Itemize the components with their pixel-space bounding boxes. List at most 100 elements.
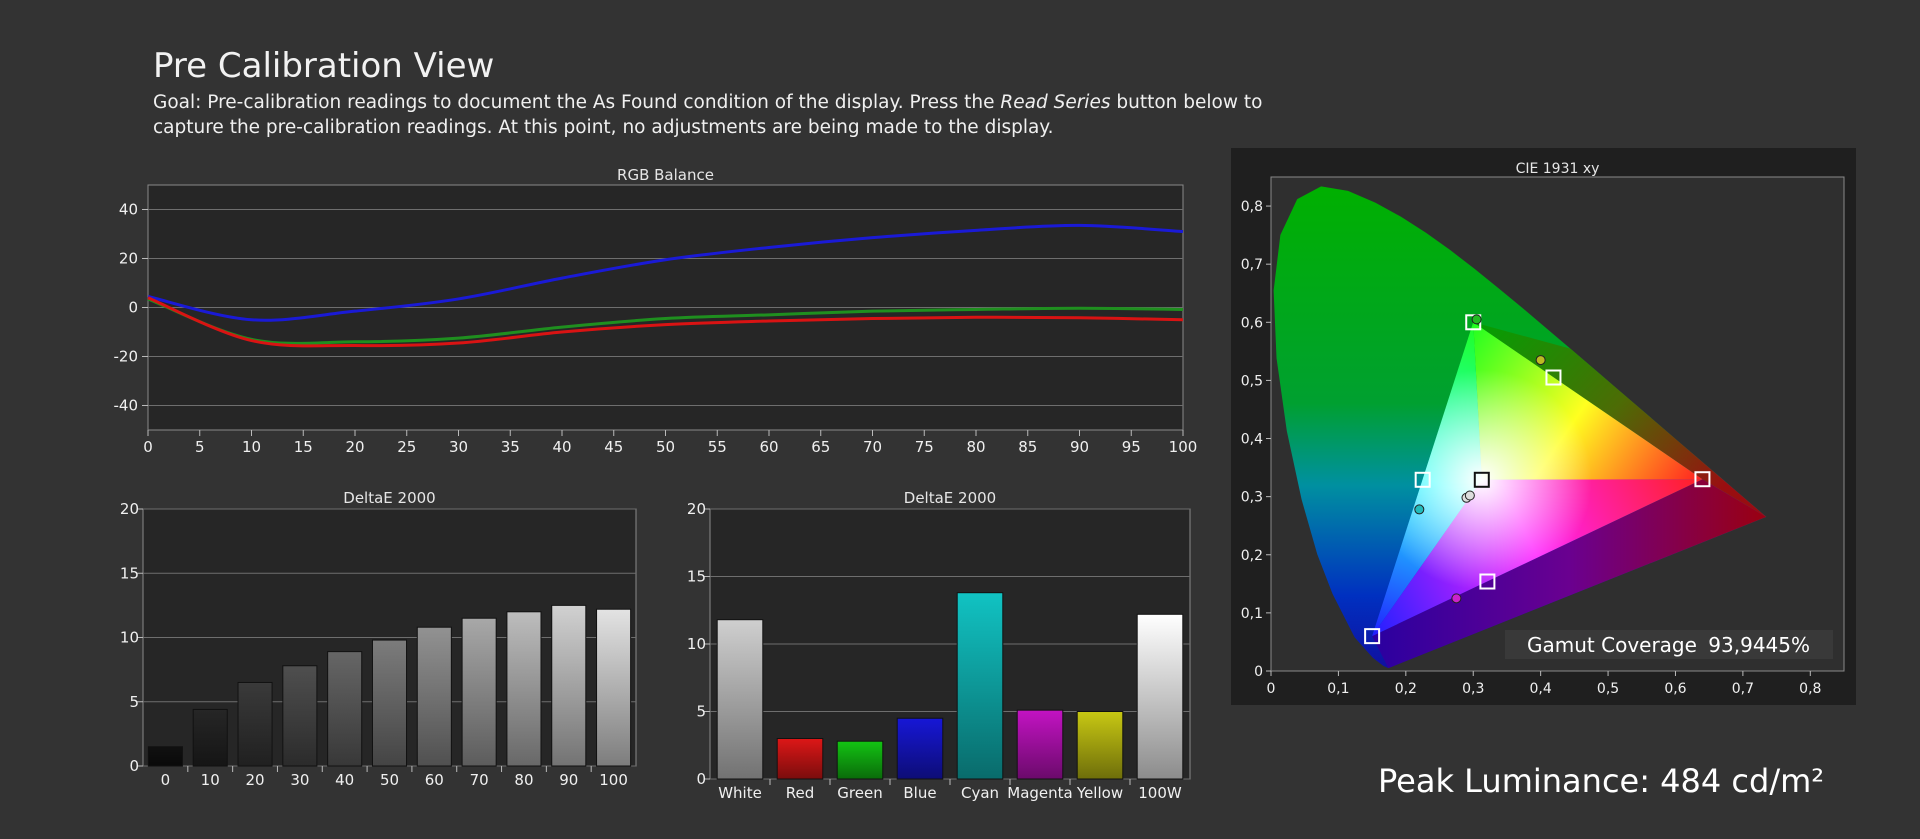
deltae_grayscale-x-tick-label: 90 xyxy=(559,771,578,789)
cie-x-tick-label: 0,6 xyxy=(1664,681,1686,697)
deltae_colors-x-tick-label: White xyxy=(718,784,762,802)
deltae_grayscale-bar-10 xyxy=(192,708,228,767)
rgb-balance-x-tick-label: 25 xyxy=(397,438,416,456)
gamut-coverage-label: Gamut Coverage xyxy=(1527,633,1697,657)
cie-target-square xyxy=(1694,471,1711,488)
cie-purple-region xyxy=(1372,479,1767,669)
cie-target-square xyxy=(1545,369,1562,386)
peak-luminance-readout: Peak Luminance: 484 cd/m² xyxy=(1378,762,1824,800)
rgb-balance-y-tick-label: 0 xyxy=(128,299,138,317)
rgb-balance-x-tick-label: 80 xyxy=(966,438,985,456)
deltae_grayscale-bar-20 xyxy=(237,681,273,767)
peak-luminance-value: 484 cd/m² xyxy=(1660,762,1825,800)
deltae_colors-bar-green xyxy=(836,740,884,780)
deltae_colors-x-tick-label: 100W xyxy=(1138,784,1182,802)
deltae_grayscale-y-tick-label: 15 xyxy=(120,564,139,582)
deltae_grayscale-bar-50 xyxy=(371,639,408,767)
deltae_grayscale-y-tick-label: 0 xyxy=(129,757,139,775)
deltae_grayscale-bar-90 xyxy=(551,604,587,767)
rgb-balance-x-tick-label: 40 xyxy=(552,438,571,456)
deltae_colors-y-tick-label: 5 xyxy=(696,703,706,721)
cie-target-square xyxy=(1479,573,1496,590)
cie-gamut-white-point-glow xyxy=(1372,322,1703,637)
cie-x-tick-label: 0 xyxy=(1267,681,1276,697)
cie-x-tick-label: 0,4 xyxy=(1530,681,1552,697)
cie-title: CIE 1931 xy xyxy=(1516,161,1600,177)
deltae_colors-bar-100w xyxy=(1136,613,1184,780)
deltae_grayscale-bar-40 xyxy=(327,651,363,767)
goal-text-suffix: button below to capture the pre-calibrat… xyxy=(153,92,1263,138)
cie-y-tick-label: 0,1 xyxy=(1241,606,1263,622)
deltae_colors-x-tick-label: Magenta xyxy=(1007,784,1072,802)
gamut-coverage-value: 93,9445% xyxy=(1708,633,1810,657)
deltae_colors-x-tick-label: Red xyxy=(786,784,815,802)
deltae_grayscale-title: DeltaE 2000 xyxy=(343,489,435,507)
deltae_colors-x-tick-label: Yellow xyxy=(1076,784,1123,802)
deltae_colors-bar-magenta xyxy=(1016,709,1064,780)
peak-luminance-label: Peak Luminance: xyxy=(1378,762,1650,800)
cie-x-tick-label: 0,3 xyxy=(1462,681,1484,697)
rgb-balance-x-tick-label: 35 xyxy=(501,438,520,456)
cie-y-tick-label: 0 xyxy=(1254,664,1263,680)
rgb-balance-y-tick-label: 40 xyxy=(119,201,138,219)
deltae_grayscale-x-tick-label: 80 xyxy=(514,771,533,789)
deltae_colors-title: DeltaE 2000 xyxy=(904,489,996,507)
deltae_grayscale-x-tick-label: 10 xyxy=(201,771,220,789)
deltae_grayscale-bar-60 xyxy=(416,626,452,767)
cie-measured-point xyxy=(1471,314,1482,325)
rgb-balance-x-tick-label: 75 xyxy=(915,438,934,456)
page-title: Pre Calibration View xyxy=(153,46,495,86)
rgb-balance-x-tick-label: 10 xyxy=(242,438,261,456)
rgb-balance-y-tick-label: -40 xyxy=(114,397,139,415)
deltae_colors-bar-red xyxy=(776,738,824,780)
deltae_grayscale-x-tick-label: 20 xyxy=(245,771,264,789)
rgb-balance-x-tick-label: 30 xyxy=(449,438,468,456)
deltae_colors-y-tick-label: 15 xyxy=(687,568,706,586)
cie-measured-point xyxy=(1414,504,1425,515)
deltae_colors-bar-blue xyxy=(896,717,944,780)
cie-measured-point xyxy=(1535,355,1546,366)
deltae_grayscale-x-tick-label: 70 xyxy=(470,771,489,789)
deltae_grayscale-y-tick-label: 20 xyxy=(120,500,139,518)
rgb-balance-title: RGB Balance xyxy=(617,166,714,184)
rgb-balance-x-tick-label: 0 xyxy=(143,438,153,456)
deltae_grayscale-bar-80 xyxy=(506,611,542,767)
read-series-emphasis: Read Series xyxy=(1000,92,1111,113)
rgb-balance-x-tick-label: 5 xyxy=(195,438,205,456)
rgb-balance-x-tick-label: 55 xyxy=(708,438,727,456)
rgb-balance-x-tick-label: 95 xyxy=(1122,438,1141,456)
cie-y-tick-label: 0,7 xyxy=(1241,257,1263,273)
cie-x-tick-label: 0,2 xyxy=(1395,681,1417,697)
cie-measured-point xyxy=(1451,593,1462,604)
deltae_grayscale-x-tick-label: 40 xyxy=(335,771,354,789)
rgb-balance-series-line-0 xyxy=(147,223,1184,322)
goal-description: Goal: Pre-calibration readings to docume… xyxy=(153,90,1303,140)
deltae_grayscale-y-tick-label: 5 xyxy=(129,693,139,711)
cie-target-square xyxy=(1364,628,1381,645)
rgb-balance-x-tick-label: 65 xyxy=(811,438,830,456)
cie-target-square xyxy=(1473,471,1490,488)
deltae_grayscale-x-tick-label: 30 xyxy=(290,771,309,789)
deltae_grayscale-x-tick-label: 50 xyxy=(380,771,399,789)
deltae_grayscale-x-tick-label: 100 xyxy=(599,771,628,789)
rgb-balance-series-line-1 xyxy=(147,297,1184,345)
deltae_grayscale-x-tick-label: 60 xyxy=(425,771,444,789)
deltae_grayscale-y-tick-label: 10 xyxy=(120,629,139,647)
deltae_grayscale-bar-30 xyxy=(282,665,318,767)
deltae_colors-bar-white xyxy=(716,619,764,780)
rgb-balance-series-line-2 xyxy=(147,296,1184,348)
deltae_grayscale-bar-0 xyxy=(147,746,183,767)
deltae_grayscale-x-tick-label: 0 xyxy=(161,771,171,789)
deltae_grayscale-bar-70 xyxy=(461,617,497,767)
cie-measured-point xyxy=(1464,490,1475,501)
deltae_colors-x-tick-label: Blue xyxy=(903,784,936,802)
rgb-balance-y-tick-label: 20 xyxy=(119,250,138,268)
rgb-balance-x-tick-label: 20 xyxy=(345,438,364,456)
rgb-balance-x-tick-label: 45 xyxy=(604,438,623,456)
deltae_colors-y-tick-label: 20 xyxy=(687,500,706,518)
cie-y-tick-label: 0,2 xyxy=(1241,548,1263,564)
deltae_colors-bar-yellow xyxy=(1076,711,1124,780)
rgb-balance-x-tick-label: 50 xyxy=(656,438,675,456)
deltae_colors-y-tick-label: 10 xyxy=(687,635,706,653)
